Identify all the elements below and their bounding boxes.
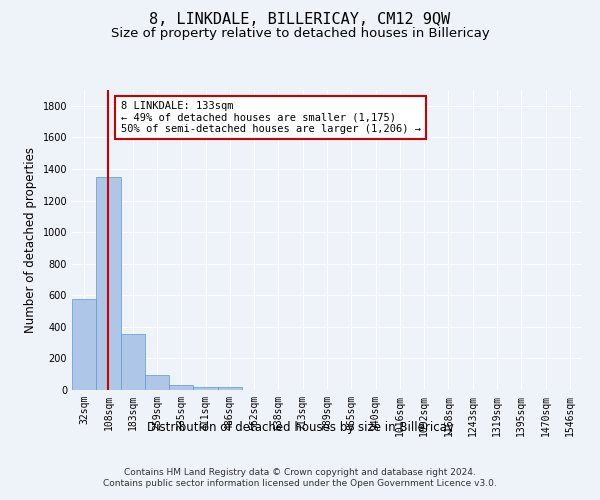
Text: Distribution of detached houses by size in Billericay: Distribution of detached houses by size … <box>146 421 454 434</box>
Bar <box>121 334 145 390</box>
Bar <box>169 386 193 390</box>
Text: Size of property relative to detached houses in Billericay: Size of property relative to detached ho… <box>110 28 490 40</box>
Bar <box>72 299 96 390</box>
Text: 8, LINKDALE, BILLERICAY, CM12 9QW: 8, LINKDALE, BILLERICAY, CM12 9QW <box>149 12 451 28</box>
Text: Contains HM Land Registry data © Crown copyright and database right 2024.
Contai: Contains HM Land Registry data © Crown c… <box>103 468 497 487</box>
Bar <box>96 177 121 390</box>
Text: 8 LINKDALE: 133sqm
← 49% of detached houses are smaller (1,175)
50% of semi-deta: 8 LINKDALE: 133sqm ← 49% of detached hou… <box>121 101 421 134</box>
Bar <box>145 375 169 390</box>
Y-axis label: Number of detached properties: Number of detached properties <box>24 147 37 333</box>
Bar <box>218 387 242 390</box>
Bar <box>193 387 218 390</box>
